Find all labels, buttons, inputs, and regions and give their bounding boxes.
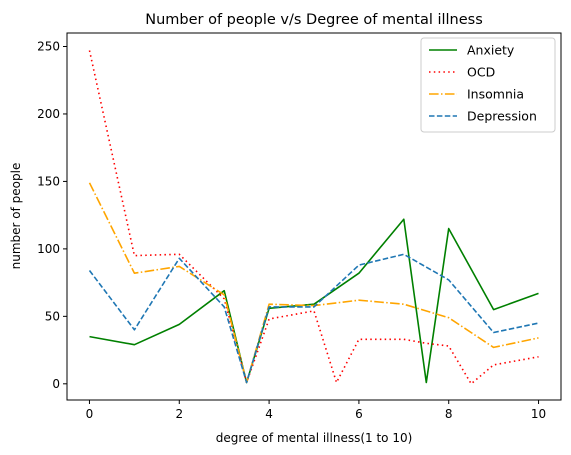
x-axis-label: degree of mental illness(1 to 10) [216, 431, 413, 445]
series-line-insomnia [88, 182, 539, 384]
legend-box [420, 37, 556, 133]
y-tick-label: 250 [37, 39, 60, 53]
y-tick-label: 150 [37, 174, 60, 188]
x-tick-label: 4 [265, 407, 273, 421]
legend-label-anxiety: Anxiety [467, 43, 515, 58]
x-tick-label: 10 [531, 407, 546, 421]
y-tick-label: 100 [37, 242, 60, 256]
legend: Anxiety OCD Insomnia Depression [420, 37, 556, 133]
chart-title: Number of people v/s Degree of mental il… [145, 12, 483, 28]
x-tick-label: 0 [86, 407, 94, 421]
x-tick-label: 8 [445, 407, 453, 421]
x-tick-label: 6 [355, 407, 363, 421]
x-tick-label: 2 [175, 407, 183, 421]
y-tick-label: 0 [52, 377, 60, 391]
series-line-depression [88, 253, 539, 384]
y-tick-label: 50 [45, 309, 60, 323]
series-lines [88, 50, 539, 385]
legend-label-insomnia: Insomnia [467, 87, 524, 102]
y-axis-label: number of people [9, 163, 23, 270]
series-line-anxiety [89, 218, 539, 384]
legend-label-ocd: OCD [467, 65, 495, 80]
y-tick-label: 200 [37, 107, 60, 121]
legend-label-depression: Depression [467, 109, 537, 124]
